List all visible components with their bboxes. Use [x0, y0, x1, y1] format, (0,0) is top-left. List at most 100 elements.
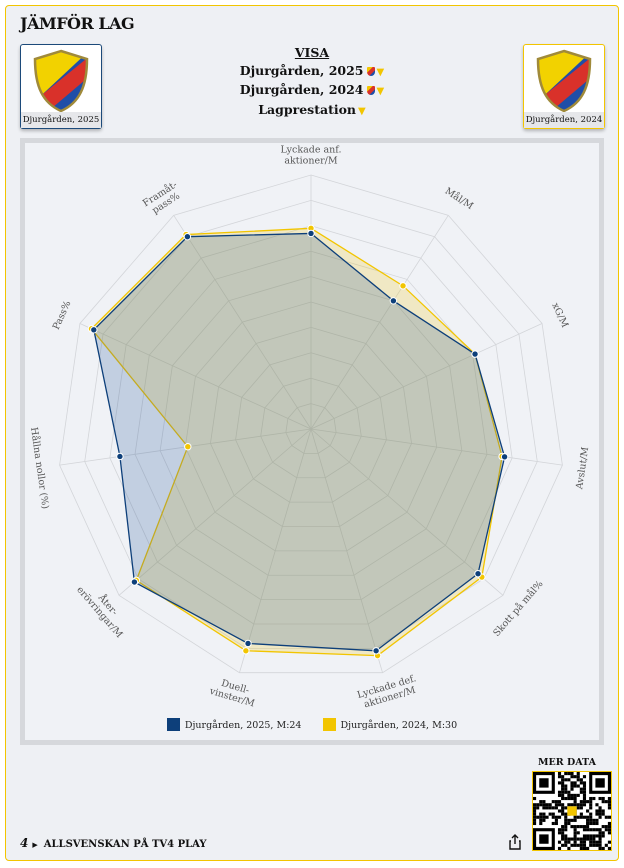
qr-module — [579, 837, 583, 841]
legend-item-2024[interactable]: Djurgården, 2024, M:30 — [322, 718, 458, 731]
qr-module — [607, 806, 611, 810]
axis-label-line: Lyckade anf. — [281, 145, 342, 156]
qr-module — [533, 803, 537, 807]
club-crest-icon — [536, 49, 592, 113]
qr-module — [551, 812, 555, 816]
grid-ring — [210, 326, 412, 527]
qr-module — [536, 806, 540, 810]
qr-module — [564, 815, 568, 819]
qr-module — [564, 821, 568, 826]
qr-module — [582, 793, 587, 797]
radar-chart: Lyckade anf. aktioner/M Mål/M xG/M Avslut/M S… — [28, 145, 591, 711]
team1-selector[interactable]: Djurgården, 2025 ▼ — [200, 62, 424, 82]
qr-module — [582, 796, 587, 801]
team-left-logo[interactable]: Djurgården, 2025 — [20, 44, 102, 129]
qr-module — [573, 837, 577, 841]
share-icon[interactable] — [509, 834, 521, 850]
qr-module — [595, 834, 599, 838]
team-right-logo[interactable]: Djurgården, 2024 — [523, 44, 605, 129]
data-point — [500, 453, 509, 461]
qr-module — [554, 821, 558, 826]
qr-module — [579, 800, 583, 804]
qr-module — [576, 778, 580, 782]
metric-label: Lagprestation — [258, 101, 357, 117]
data-point — [307, 229, 315, 238]
team2-selector[interactable]: Djurgården, 2024 ▼ — [200, 81, 424, 101]
qr-module — [557, 840, 562, 844]
qr-module — [589, 803, 593, 807]
tv4-play-link[interactable]: 4 ▶ ALLSVENSKAN PÅ TV4 PLAY — [20, 836, 207, 850]
qr-module — [539, 818, 543, 822]
qr-module — [576, 825, 580, 829]
dropdown-arrow-icon[interactable]: ▼ — [376, 86, 385, 97]
qr-module — [542, 818, 546, 822]
qr-module — [551, 821, 555, 826]
qr-module — [533, 821, 537, 826]
qr-module — [551, 815, 555, 819]
qr-module — [564, 806, 568, 810]
qr-module — [567, 818, 571, 822]
metric-selector[interactable]: Lagprestation ▼ — [200, 101, 424, 121]
qr-module — [557, 831, 562, 835]
qr-module — [598, 812, 602, 816]
axis-label: Lyckade def.aktioner/M — [356, 673, 421, 711]
data-point — [399, 282, 407, 290]
qr-module — [589, 840, 593, 844]
qr-module — [573, 781, 577, 785]
qr-module — [539, 815, 543, 819]
qr-module — [601, 834, 605, 838]
qr-module — [592, 828, 596, 832]
qr-module — [564, 796, 568, 801]
qr-module — [598, 815, 602, 819]
qr-module — [595, 843, 599, 847]
qr-module — [573, 803, 577, 807]
qr-module — [567, 837, 571, 841]
qr-module — [576, 815, 580, 819]
qr-module — [607, 803, 611, 807]
qr-module — [579, 806, 583, 810]
qr-module — [595, 840, 599, 844]
qr-module — [573, 800, 577, 804]
qr-module — [551, 806, 555, 810]
qr-module — [601, 831, 605, 835]
grid-spoke — [173, 215, 312, 430]
legend-item-2025[interactable]: Djurgården, 2025, M:24 — [166, 718, 302, 731]
qr-module — [579, 781, 583, 785]
qr-module — [586, 846, 590, 850]
qr-module — [586, 834, 590, 838]
qr-module — [586, 821, 590, 826]
data-point — [183, 232, 192, 241]
dropdown-arrow-icon[interactable]: ▼ — [358, 105, 366, 117]
qr-module — [592, 843, 596, 847]
axis-label: xG/M — [549, 301, 570, 329]
qr-module — [542, 800, 546, 804]
qr-module — [567, 840, 571, 844]
legend-label: Djurgården, 2025, M:24 — [184, 720, 302, 731]
qr-module — [567, 778, 571, 782]
qr-module — [607, 821, 611, 826]
qr-module — [573, 834, 577, 838]
qr-module — [561, 834, 565, 838]
qr-module — [561, 778, 565, 782]
qr-module — [582, 834, 587, 838]
qr-module — [539, 800, 543, 804]
axis-label: Skott på mål% — [491, 578, 546, 639]
legend-label: Djurgården, 2024, M:30 — [340, 720, 458, 731]
qr-module — [539, 812, 543, 816]
qr-module — [561, 837, 565, 841]
qr-module — [582, 828, 587, 832]
qr-module — [551, 800, 555, 804]
grid-ring — [59, 174, 563, 674]
dropdown-arrow-icon[interactable]: ▼ — [376, 66, 385, 78]
qr-module — [561, 828, 565, 832]
qr-module — [573, 828, 577, 832]
axis-label: Framåt-pass% — [140, 178, 185, 218]
qr-module — [570, 796, 574, 801]
qr-module — [586, 818, 590, 822]
play-icon: ▶ — [32, 840, 38, 849]
qr-code[interactable] — [532, 771, 612, 851]
qr-module — [570, 772, 574, 776]
qr-module — [557, 800, 562, 804]
qr-module — [561, 793, 565, 797]
grid-ring — [109, 225, 513, 625]
